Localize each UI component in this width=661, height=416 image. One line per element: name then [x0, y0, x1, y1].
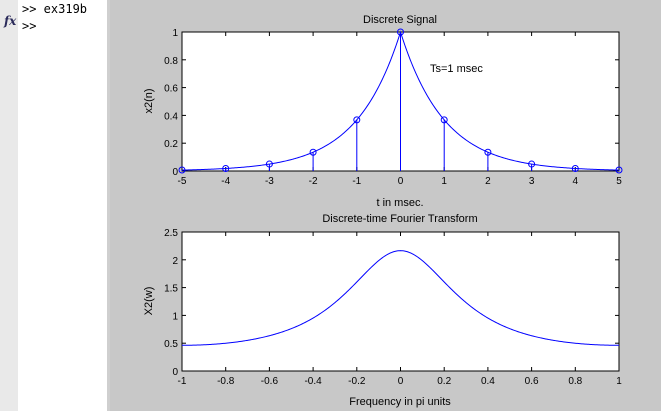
axes-discrete-signal: Discrete Signal t in msec. x2(n) Ts=1 ms… — [143, 14, 623, 209]
axes2-xtick-label: -0.4 — [304, 376, 322, 387]
axes1-xtick-label: -4 — [221, 176, 230, 187]
axes2-ylabel: X2(w) — [143, 287, 155, 316]
stem-marker — [353, 116, 361, 124]
axes1-xtick-label: -5 — [178, 176, 187, 187]
axes2-xtick-label: 1 — [616, 376, 622, 387]
axes1-xtick-label: -3 — [265, 176, 274, 187]
axes1-ytick-label: 0.6 — [164, 84, 178, 95]
axes2-ytick-label: 1 — [172, 311, 178, 322]
axes2-xtick-label: 0.8 — [568, 376, 582, 387]
axes2-xlabel: Frequency in pi units — [349, 396, 451, 408]
fx-icon[interactable]: fx — [4, 14, 17, 28]
axes2-title: Discrete-time Fourier Transform — [322, 213, 477, 225]
axes1-ytick-label: 0 — [172, 167, 178, 178]
axes1-title: Discrete Signal — [363, 14, 437, 26]
axes1-ytick-label: 0.4 — [164, 111, 178, 122]
axes1-xtick-label: -1 — [352, 176, 361, 187]
figure-canvas: Discrete Signal t in msec. x2(n) Ts=1 ms… — [143, 14, 623, 408]
stem-marker — [571, 164, 579, 172]
axes2-xtick-label: 0.4 — [481, 376, 495, 387]
stem-marker — [440, 116, 448, 124]
stem-marker — [528, 160, 536, 168]
axes1-xtick-label: 3 — [529, 176, 535, 187]
axes1-xtick-label: -2 — [309, 176, 318, 187]
axes1-xtick-label: 1 — [441, 176, 447, 187]
stem-marker — [265, 160, 273, 168]
axes2-ytick-label: 2 — [172, 256, 178, 267]
figure-window: Discrete Signal t in msec. x2(n) Ts=1 ms… — [110, 0, 661, 411]
stem-marker — [178, 166, 186, 174]
axes1-ylabel: x2(n) — [143, 88, 155, 113]
command-window[interactable] — [18, 0, 107, 411]
command-history-line: >> ex319b — [22, 2, 88, 16]
axes1-ytick-label: 0.2 — [164, 139, 178, 150]
axes2-xtick-label: -1 — [178, 376, 187, 387]
stem-marker — [615, 166, 623, 174]
axes1-ytick-label: 0.8 — [164, 56, 178, 67]
panel-divider[interactable] — [107, 0, 110, 411]
axes2-xtick-label: -0.8 — [217, 376, 235, 387]
axes2-ytick-label: 1.5 — [164, 284, 178, 295]
axes2-xtick-label: -0.6 — [261, 376, 279, 387]
dtft-curve — [182, 250, 619, 346]
axes2-ytick-label: 0.5 — [164, 339, 178, 350]
axes2-box — [181, 231, 620, 372]
axes2-xtick-label: 0.6 — [525, 376, 539, 387]
axes2-ytick-label: 0 — [172, 367, 178, 378]
axes1-xtick-label: 2 — [485, 176, 491, 187]
stem-marker — [484, 148, 492, 156]
stem-marker — [397, 28, 404, 36]
axes2-xtick-label: -0.2 — [348, 376, 366, 387]
command-window-gutter — [0, 0, 18, 411]
axes2-ytick-label: 2.5 — [164, 228, 178, 239]
axes1-xtick-label: 5 — [616, 176, 622, 187]
axes1-xtick-label: 0 — [398, 176, 404, 187]
command-prompt[interactable]: >> — [22, 19, 37, 33]
axes1-ytick-label: 1 — [172, 28, 178, 39]
axes2-xtick-label: 0 — [398, 376, 404, 387]
axes-dtft: Discrete-time Fourier Transform Frequenc… — [143, 213, 622, 408]
axes1-xlabel: t in msec. — [376, 197, 423, 209]
stem-marker — [309, 148, 317, 156]
ts-annotation: Ts=1 msec — [430, 63, 483, 75]
stem-marker — [222, 164, 230, 172]
axes1-xtick-label: 4 — [573, 176, 579, 187]
axes2-xtick-label: 0.2 — [437, 376, 451, 387]
